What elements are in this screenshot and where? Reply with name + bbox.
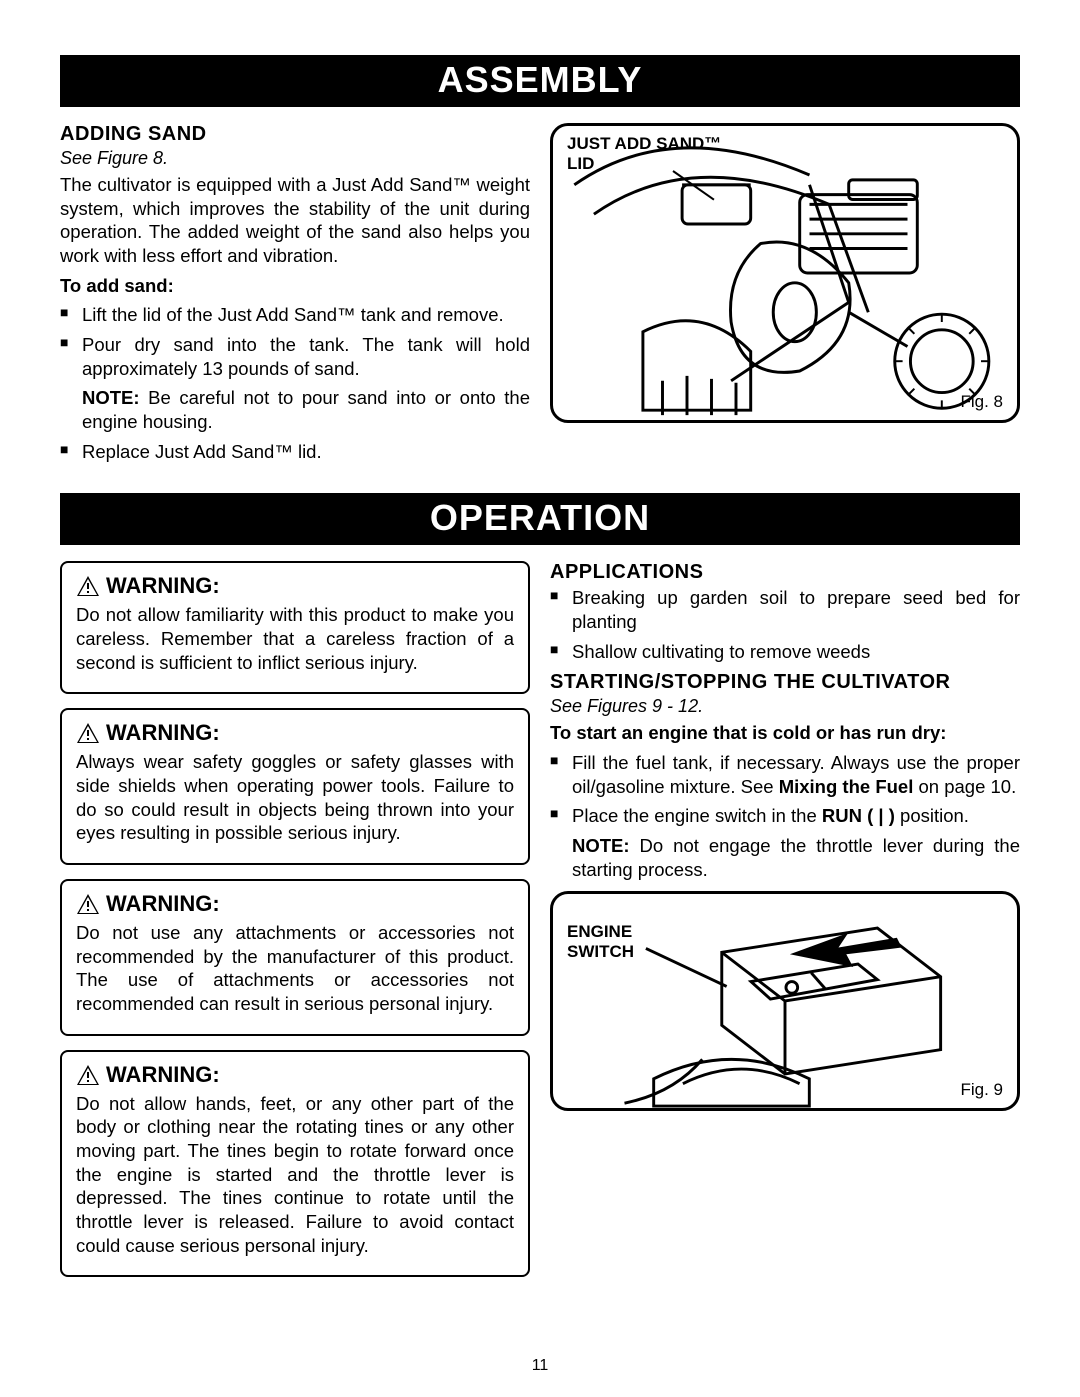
figure-8-label: Fig. 8: [960, 392, 1003, 412]
text-run: on page 10.: [913, 776, 1016, 797]
start-note: NOTE: Do not engage the throttle lever d…: [550, 834, 1020, 881]
figure-9-label: Fig. 9: [960, 1080, 1003, 1100]
warning-label: WARNING:: [106, 891, 220, 917]
warning-box-2: WARNING: Always wear safety goggles or s…: [60, 708, 530, 865]
list-item: Shallow cultivating to remove weeds: [550, 640, 1020, 664]
cold-start-label: To start an engine that is cold or has r…: [550, 721, 1020, 745]
adding-sand-intro: The cultivator is equipped with a Just A…: [60, 173, 530, 268]
heading-start-stop: STARTING/STOPPING THE CULTIVATOR: [550, 671, 1020, 694]
list-item: Breaking up garden soil to prepare seed …: [550, 586, 1020, 633]
text-run: position.: [895, 805, 969, 826]
warning-triangle-icon: [76, 575, 100, 597]
see-figures-9-12: See Figures 9 - 12.: [550, 696, 1020, 717]
list-item: Place the engine switch in the RUN ( | )…: [550, 804, 1020, 828]
list-item: Lift the lid of the Just Add Sand™ tank …: [60, 303, 530, 327]
text-bold: Mixing the Fuel: [779, 776, 914, 797]
warning-triangle-icon: [76, 1064, 100, 1086]
note-body: Do not engage the throttle lever during …: [572, 835, 1020, 880]
page-number: 11: [0, 1357, 1080, 1375]
section-bar-operation: OPERATION: [60, 493, 1020, 545]
adding-sand-steps: Lift the lid of the Just Add Sand™ tank …: [60, 303, 530, 380]
warning-box-4: WARNING: Do not allow hands, feet, or an…: [60, 1050, 530, 1278]
adding-sand-note: NOTE: Be careful not to pour sand into o…: [60, 386, 530, 433]
warning-label: WARNING:: [106, 1062, 220, 1088]
list-item: Fill the fuel tank, if necessary. Always…: [550, 751, 1020, 798]
assembly-text-col: ADDING SAND See Figure 8. The cultivator…: [60, 123, 530, 469]
text-bold: RUN ( | ): [822, 805, 895, 826]
warning-text: Do not use any attachments or accessorie…: [76, 921, 514, 1016]
operation-row: WARNING: Do not allow familiarity with t…: [60, 561, 1020, 1291]
section-bar-assembly: ASSEMBLY: [60, 55, 1020, 107]
warning-heading: WARNING:: [76, 720, 514, 746]
warning-text: Always wear safety goggles or safety gla…: [76, 750, 514, 845]
warning-triangle-icon: [76, 893, 100, 915]
list-item: Replace Just Add Sand™ lid.: [60, 440, 530, 464]
note-body: Be careful not to pour sand into or onto…: [82, 387, 530, 432]
figure-8-callout: JUST ADD SAND™ LID: [567, 134, 721, 173]
operation-left-col: WARNING: Do not allow familiarity with t…: [60, 561, 530, 1291]
note-prefix: NOTE:: [572, 835, 630, 856]
applications-list: Breaking up garden soil to prepare seed …: [550, 586, 1020, 663]
heading-applications: APPLICATIONS: [550, 561, 1020, 584]
figure-9-box: ENGINE SWITCH: [550, 891, 1020, 1111]
operation-right-col: APPLICATIONS Breaking up garden soil to …: [550, 561, 1020, 1291]
text-run: Place the engine switch in the: [572, 805, 822, 826]
figure-8-box: JUST ADD SAND™ LID: [550, 123, 1020, 423]
figure-9-callout: ENGINE SWITCH: [567, 922, 634, 961]
warning-triangle-icon: [76, 722, 100, 744]
warning-text: Do not allow hands, feet, or any other p…: [76, 1092, 514, 1258]
warning-heading: WARNING:: [76, 573, 514, 599]
warning-label: WARNING:: [106, 573, 220, 599]
heading-adding-sand: ADDING SAND: [60, 123, 530, 146]
adding-sand-steps-2: Replace Just Add Sand™ lid.: [60, 440, 530, 464]
start-steps: Fill the fuel tank, if necessary. Always…: [550, 751, 1020, 828]
warning-heading: WARNING:: [76, 1062, 514, 1088]
assembly-row: ADDING SAND See Figure 8. The cultivator…: [60, 123, 1020, 469]
to-add-sand-label: To add sand:: [60, 274, 530, 298]
warning-box-3: WARNING: Do not use any attachments or a…: [60, 879, 530, 1036]
note-prefix: NOTE:: [82, 387, 140, 408]
list-item: Pour dry sand into the tank. The tank wi…: [60, 333, 530, 380]
warning-box-1: WARNING: Do not allow familiarity with t…: [60, 561, 530, 694]
warning-label: WARNING:: [106, 720, 220, 746]
warning-heading: WARNING:: [76, 891, 514, 917]
see-figure-8: See Figure 8.: [60, 148, 530, 169]
figure-8-col: JUST ADD SAND™ LID: [550, 123, 1020, 469]
warning-text: Do not allow familiarity with this produ…: [76, 603, 514, 674]
